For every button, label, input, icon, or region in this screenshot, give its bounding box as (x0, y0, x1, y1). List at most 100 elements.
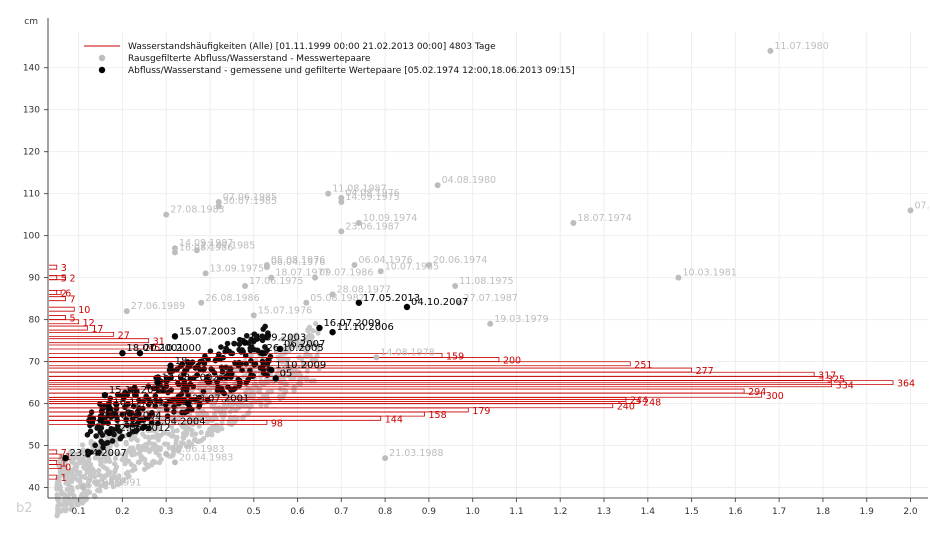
cloud-point (146, 448, 152, 455)
filtered-point-label: 19.03.1979 (494, 314, 548, 325)
cloud-point (87, 475, 93, 481)
filtered-point-label: 29.08.1991 (87, 478, 141, 489)
filtered-point (198, 299, 205, 306)
cloud-point (316, 366, 322, 372)
frequency-label: 144 (385, 414, 403, 425)
cloud-point-measured (124, 422, 130, 429)
filtered-point (325, 190, 332, 197)
cloud-point (173, 441, 179, 447)
filtered-point (434, 182, 441, 189)
frequency-label: 317 (818, 370, 836, 381)
cloud-point (180, 424, 186, 430)
filtered-point-label: 26.08.1986 (205, 293, 259, 304)
filtered-point-label: 14.09.1987 (179, 238, 233, 249)
cloud-point (104, 454, 110, 461)
y-tick-label: 50 (29, 442, 41, 452)
cloud-point-measured (243, 361, 249, 367)
y-tick-label: 120 (23, 148, 40, 158)
cloud-point (307, 344, 313, 350)
cloud-point-measured (155, 374, 161, 380)
cloud-point-measured (100, 441, 106, 447)
cloud-point (293, 370, 300, 376)
x-tick-label: 1.5 (684, 507, 698, 517)
filtered-point-label: 17.06.1975 (249, 276, 303, 287)
measured-point (167, 362, 174, 369)
cloud-point (162, 430, 168, 436)
cloud-point (63, 480, 69, 486)
filtered-point (163, 450, 170, 457)
measured-point-label: 11.10.2006 (337, 322, 394, 333)
x-tick-label: 0.4 (203, 507, 218, 517)
filtered-point (487, 320, 494, 327)
cloud-point (107, 469, 113, 475)
cloud-point (295, 341, 301, 347)
cloud-point (137, 444, 143, 450)
cloud-point-measured (84, 431, 91, 438)
cloud-point (98, 462, 104, 468)
filtered-point-label: 11.07.1980 (774, 41, 828, 52)
measured-point (154, 379, 161, 386)
cloud-point (178, 440, 185, 446)
measured-point (97, 417, 104, 424)
cloud-point (110, 484, 117, 490)
cloud-point (112, 456, 119, 462)
measured-point (355, 299, 363, 306)
cloud-point (310, 328, 316, 334)
cloud-point-measured (267, 353, 274, 360)
cloud-point (107, 458, 113, 465)
legend: Wasserstandshäufigkeiten (Alle) [01.11.1… (84, 42, 575, 76)
filtered-point (338, 228, 345, 235)
cloud-point-measured (200, 367, 207, 373)
frequency-bar (49, 325, 88, 331)
cloud-point (157, 407, 164, 413)
legend-dot-swatch (98, 66, 106, 74)
cloud-point (248, 352, 255, 359)
frequency-label: 300 (766, 391, 784, 402)
measured-point-label: 15.07.2003 (179, 326, 236, 337)
x-tick-label: 1.1 (509, 507, 523, 517)
cloud-point (115, 451, 122, 457)
frequency-label: 27 (118, 330, 130, 341)
cloud-point (181, 435, 187, 441)
x-tick-label: 0.6 (290, 507, 305, 517)
measured-point-label: 1.10.2009 (275, 360, 326, 371)
cloud-point (81, 459, 87, 465)
filtered-point-label: 07.02. (914, 200, 930, 211)
grid (48, 32, 928, 498)
frequency-bar (49, 331, 115, 337)
measured-point-label: 22.04.2004 (148, 417, 205, 428)
cloud-point-measured (264, 347, 270, 354)
frequency-label: 334 (836, 381, 854, 392)
filtered-point-label: 18.07.1974 (577, 213, 631, 224)
filtered-point-label: 05.08.1982 (310, 293, 364, 304)
cloud-point-measured (113, 405, 120, 412)
cloud-point (55, 503, 61, 509)
cloud-point-measured (224, 340, 231, 347)
filtered-point (171, 245, 178, 252)
cloud-point-measured (202, 353, 208, 360)
cloud-point-measured (251, 331, 258, 337)
filtered-point (907, 207, 914, 214)
cloud-point (243, 403, 250, 409)
cloud-point (287, 341, 293, 348)
legend-dot-swatch (98, 54, 106, 62)
cloud-point-measured (207, 348, 214, 354)
legend-label: Abfluss/Wasserstand - gemessene und gefi… (128, 66, 575, 76)
cloud-point-measured (148, 419, 155, 426)
frequency-label: 6 (65, 288, 71, 299)
x-tick-label: 0.3 (159, 507, 173, 517)
cloud-point (252, 381, 258, 387)
x-tick-label: 0.7 (334, 507, 348, 517)
filtered-point (123, 308, 130, 315)
frequency-label: 3 (61, 263, 67, 274)
cloud-point-measured (126, 431, 132, 438)
cloud-point (99, 482, 105, 489)
cloud-point (72, 496, 78, 502)
cloud-point (201, 435, 207, 442)
cloud-point-measured (98, 408, 105, 415)
cloud-point (217, 405, 223, 412)
measured-point (119, 349, 126, 357)
cloud-point (186, 443, 192, 450)
cloud-point-measured (136, 405, 142, 412)
